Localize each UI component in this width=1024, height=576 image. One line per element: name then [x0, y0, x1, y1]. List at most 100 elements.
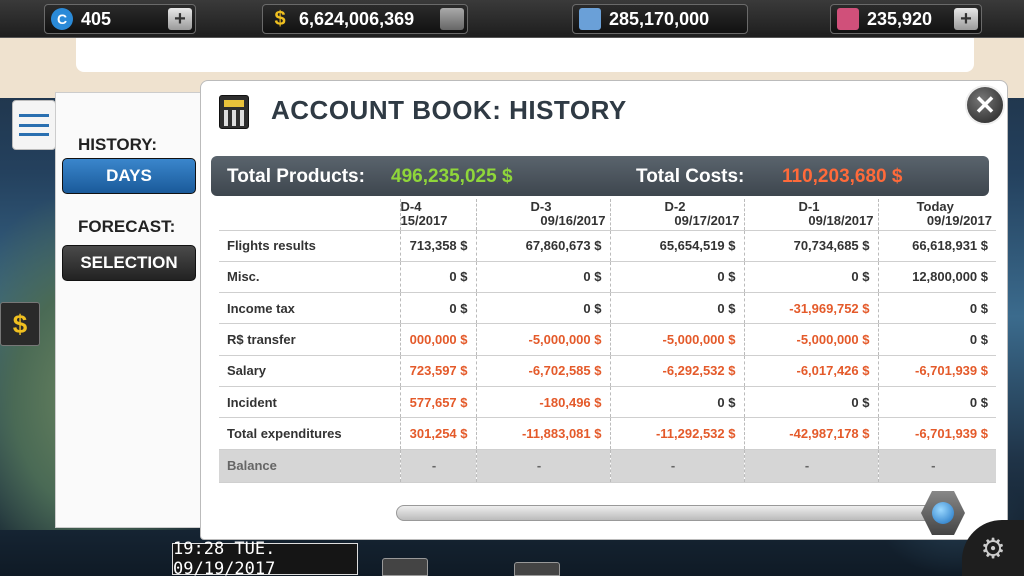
table-row: Income tax 0 $0 $0 $ -31,969,752 $0 $: [219, 292, 996, 325]
column-day: D-2: [664, 199, 686, 215]
table-row: Balance - - - - -: [219, 449, 996, 483]
table-cell: 0 $: [475, 261, 610, 294]
table-cell: -: [743, 449, 878, 483]
column-date: 09/16/2017: [540, 213, 606, 229]
table-cell: -6,702,585 $: [475, 355, 610, 387]
row-label: Misc.: [219, 261, 400, 294]
row-label: Total expenditures: [219, 417, 400, 450]
table-cell: -6,017,426 $: [743, 355, 878, 387]
column-date: 09/18/2017: [808, 213, 874, 229]
table-cell: 70,734,685 $: [743, 230, 878, 262]
history-table[interactable]: D-4 15/2017 D-3 09/16/2017 D-2 09/17/201…: [219, 199, 996, 483]
selection-button[interactable]: SELECTION: [62, 245, 196, 281]
cash-counter: $ 6,624,006,369: [262, 4, 468, 34]
table-row: Flights results 713,358 $67,860,673 $65,6…: [219, 230, 996, 262]
row-label: Incident: [219, 386, 400, 419]
tickets-value: 235,920: [867, 8, 933, 29]
gift-icon[interactable]: [440, 8, 464, 30]
top-strip-panel: [76, 38, 974, 72]
total-products-label: Total Products:: [227, 166, 365, 187]
table-cell: 0 $: [743, 261, 878, 294]
table-cell: -180,496 $: [475, 386, 610, 419]
totals-bar: Total Products: 496,235,025 $ Total Cost…: [211, 156, 989, 196]
column-header: D-3 09/16/2017: [475, 199, 610, 231]
table-cell: 0 $: [399, 292, 476, 325]
forecast-label: FORECAST:: [78, 217, 176, 236]
account-book-panel: ACCOUNT BOOK: HISTORY ✕ Total Products: …: [200, 80, 1008, 540]
coin-icon: C: [51, 8, 73, 30]
game-clock: 19:28 TUE. 09/19/2017: [172, 539, 358, 576]
table-cell: -42,987,178 $: [743, 417, 878, 450]
table-cell: -5,000,000 $: [475, 323, 610, 356]
column-header: D-2 09/17/2017: [609, 199, 744, 231]
menu-icon: [19, 114, 49, 136]
total-products-value: 496,235,025 $: [391, 166, 513, 187]
history-slider-track[interactable]: [396, 505, 956, 521]
column-day: D-3: [530, 199, 552, 215]
table-cell: 0 $: [399, 261, 476, 294]
menu-button[interactable]: [12, 100, 56, 150]
table-cell: 0 $: [609, 292, 744, 325]
table-cell: 577,657 $: [399, 386, 476, 419]
cash-value: 6,624,006,369: [299, 8, 415, 29]
column-header: D-1 09/18/2017: [743, 199, 878, 231]
calculator-icon: [219, 95, 249, 129]
dollar-icon: $: [274, 7, 286, 30]
column-day: D-4: [400, 199, 422, 215]
table-row: Misc. 0 $0 $0 $0 $12,800,000 $: [219, 261, 996, 294]
add-coins-button[interactable]: +: [168, 8, 192, 30]
table-cell: 000,000 $: [399, 323, 476, 356]
table-cell: -6,292,532 $: [609, 355, 744, 387]
table-cell: 0 $: [475, 292, 610, 325]
panel-title: ACCOUNT BOOK: HISTORY: [271, 95, 627, 125]
table-cell: -: [877, 449, 996, 483]
table-cell: -31,969,752 $: [743, 292, 878, 325]
coins-counter: C 405 +: [44, 4, 196, 34]
table-row: Total expenditures 301,254 $ -11,883,081 $…: [219, 417, 996, 450]
column-date: 15/2017: [400, 213, 448, 229]
table-cell: 0 $: [743, 386, 878, 419]
row-label: Flights results: [219, 230, 400, 262]
bottom-button-2[interactable]: [514, 562, 560, 576]
table-cell: 12,800,000 $: [877, 261, 996, 294]
table-cell: 0 $: [609, 261, 744, 294]
finance-button[interactable]: $: [0, 302, 40, 346]
fuel-icon: [579, 8, 601, 30]
table-cell: 0 $: [877, 292, 996, 325]
table-cell: -: [475, 449, 610, 483]
add-tickets-button[interactable]: +: [954, 8, 978, 30]
history-slider-handle[interactable]: [921, 491, 965, 535]
table-cell: 713,358 $: [399, 230, 476, 262]
column-day: Today: [916, 199, 954, 215]
column-header: D-4 15/2017: [399, 199, 476, 231]
bottom-button-1[interactable]: [382, 558, 428, 576]
table-cell: 0 $: [609, 386, 744, 419]
table-row: Incident 577,657 $ -180,496 $0 $0 $0 $: [219, 386, 996, 419]
table-cell: 723,597 $: [399, 355, 476, 387]
fuel-value: 285,170,000: [609, 8, 710, 29]
column-header: Today 09/19/2017: [877, 199, 996, 231]
row-label: R$ transfer: [219, 323, 400, 356]
close-button[interactable]: ✕: [965, 85, 1005, 125]
tickets-counter: 235,920 +: [830, 4, 982, 34]
row-label: Balance: [219, 449, 400, 483]
table-cell: -5,000,000 $: [743, 323, 878, 356]
table-header-row: D-4 15/2017 D-3 09/16/2017 D-2 09/17/201…: [219, 199, 996, 231]
table-cell: -5,000,000 $: [609, 323, 744, 356]
table-cell: 66,618,931 $: [877, 230, 996, 262]
table-cell: 0 $: [877, 323, 996, 356]
table-cell: 67,860,673 $: [475, 230, 610, 262]
table-cell: -6,701,939 $: [877, 355, 996, 387]
table-cell: -: [609, 449, 744, 483]
table-cell: -11,883,081 $: [475, 417, 610, 450]
row-label: Income tax: [219, 292, 400, 325]
column-date: 09/19/2017: [926, 213, 992, 229]
table-cell: 0 $: [877, 386, 996, 419]
column-date: 09/17/2017: [674, 213, 740, 229]
table-cell: -: [399, 449, 476, 483]
coins-value: 405: [81, 8, 112, 29]
table-cell: -11,292,532 $: [609, 417, 744, 450]
header-blank: [219, 199, 400, 231]
days-button[interactable]: DAYS: [62, 158, 196, 194]
column-day: D-1: [798, 199, 820, 215]
